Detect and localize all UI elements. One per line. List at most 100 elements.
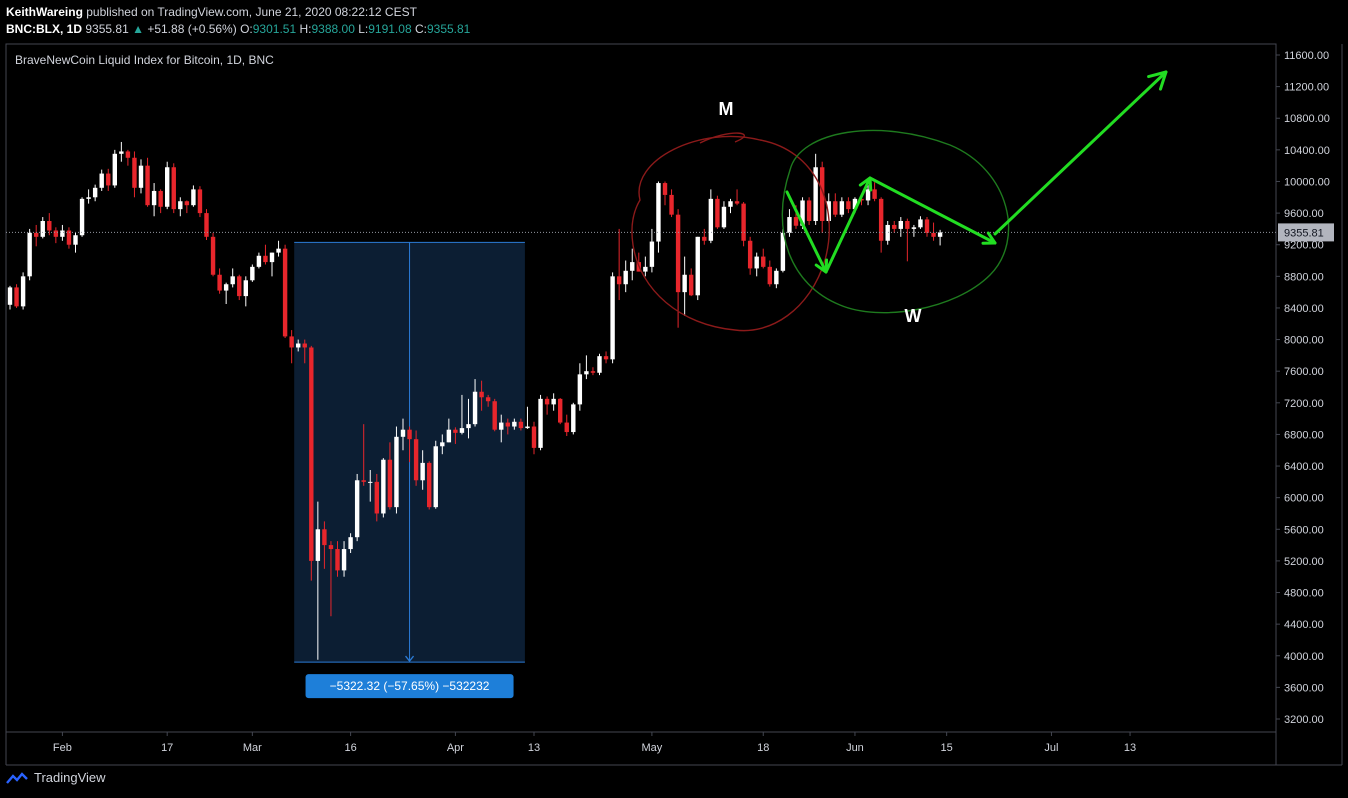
- author-name[interactable]: KeithWareing: [6, 5, 83, 19]
- candle-body-up: [466, 424, 471, 429]
- x-tick-label: 13: [528, 742, 540, 754]
- candle-body-up: [446, 429, 452, 443]
- candle-body-down: [872, 189, 877, 199]
- candle-body-down: [747, 240, 753, 269]
- m-pattern-circle: [631, 135, 830, 332]
- x-tick-label: 16: [344, 742, 356, 754]
- candle-body-down: [125, 151, 131, 158]
- measure-label: −5322.32 (−57.65%) −532232: [330, 679, 490, 693]
- candle-body-up: [178, 201, 183, 210]
- candle-body-up: [459, 428, 465, 433]
- candle-body-down: [734, 201, 740, 204]
- candle-body-down: [184, 201, 190, 206]
- last-price-box: [1278, 223, 1334, 242]
- candle-body-down: [662, 183, 668, 195]
- candle-body-down: [603, 356, 609, 360]
- candle-body-up: [60, 230, 65, 237]
- x-tick-label: Jul: [1044, 742, 1058, 754]
- candle-body-up: [708, 198, 714, 241]
- m-label: M: [719, 99, 734, 119]
- candle-body-down: [505, 422, 510, 427]
- candle-body-up: [20, 276, 26, 307]
- x-tick-label: Mar: [243, 742, 262, 754]
- candle-body-down: [820, 167, 825, 221]
- breakout-arrow-head: [1147, 70, 1168, 91]
- published-text: published on TradingView.com, June 21, 2…: [86, 5, 417, 19]
- candle-body-up: [348, 537, 353, 550]
- tradingview-logo-icon: [6, 771, 28, 784]
- candle-body-down: [34, 232, 39, 237]
- candle-body-up: [898, 221, 903, 229]
- y-tick-label: 5600.00: [1284, 524, 1324, 536]
- candle-body-up: [885, 224, 890, 241]
- y-tick-label: 10800.00: [1284, 113, 1330, 125]
- candle-body-up: [813, 167, 818, 221]
- high-label: H:: [299, 22, 312, 36]
- candle-body-down: [309, 347, 314, 561]
- w-leg3-arrow: [868, 176, 997, 245]
- candle-body-up: [420, 462, 425, 481]
- candle-body-down: [53, 230, 59, 237]
- candle-body-up: [73, 235, 78, 245]
- candle-body-down: [767, 266, 772, 285]
- footer-brand[interactable]: TradingView: [34, 770, 106, 785]
- candle-body-up: [728, 201, 733, 207]
- candle-body-up: [630, 262, 635, 271]
- candle-body-up: [269, 252, 275, 263]
- close-label: C:: [414, 22, 427, 36]
- breakout-arrow: [993, 70, 1168, 236]
- high-value: 9388.00: [311, 22, 355, 36]
- candle-body-up: [623, 270, 628, 285]
- candle-body-up: [433, 446, 438, 508]
- candle-body-up: [512, 421, 517, 427]
- candle-body-up: [577, 374, 583, 405]
- low-label: L:: [358, 22, 369, 36]
- candle-body-up: [774, 270, 779, 285]
- candle-body-up: [40, 221, 45, 237]
- candle-body-up: [682, 274, 687, 293]
- candle-body-up: [918, 219, 923, 228]
- candle-body-down: [289, 336, 294, 348]
- candle-body-up: [584, 371, 589, 375]
- y-tick-label: 8400.00: [1284, 303, 1324, 315]
- candle-body-up: [315, 529, 321, 561]
- publish-line: KeithWareing published on TradingView.co…: [6, 5, 417, 19]
- candle-body-up: [151, 190, 157, 206]
- open-label: O:: [240, 22, 253, 36]
- candle-body-down: [702, 236, 707, 241]
- candle-body-down: [145, 165, 150, 206]
- w-leg2-arrow: [824, 176, 872, 274]
- candle-body-down: [322, 529, 327, 546]
- candle-body-up: [165, 167, 170, 207]
- candle-body-up: [787, 217, 792, 233]
- candle-body-up: [250, 266, 255, 281]
- candle-body-down: [237, 276, 242, 297]
- candle-body-up: [112, 153, 117, 186]
- candle-body-down: [453, 429, 458, 433]
- footer: TradingView: [6, 770, 106, 785]
- candle-body-down: [132, 157, 137, 188]
- candle-body-down: [931, 232, 936, 237]
- candle-body-up: [754, 256, 759, 269]
- w-label: W: [905, 306, 922, 326]
- candle-body-down: [846, 201, 851, 210]
- change-value: +51.88 (+0.56%): [147, 22, 237, 36]
- x-tick-label: May: [642, 742, 663, 754]
- candle-body-up: [839, 201, 845, 215]
- candle-body-down: [492, 401, 497, 430]
- y-tick-label: 11600.00: [1284, 50, 1329, 62]
- last-price: 9355.81: [85, 22, 129, 36]
- candle-body-up: [911, 227, 917, 229]
- x-tick-label: 18: [757, 742, 769, 754]
- candle-body-up: [649, 241, 655, 267]
- candle-body-up: [440, 442, 445, 447]
- candle-body-up: [571, 404, 576, 433]
- candle-body-down: [361, 480, 366, 482]
- candle-body-down: [590, 371, 596, 373]
- chart-title: BraveNewCoin Liquid Index for Bitcoin, 1…: [15, 53, 274, 67]
- y-tick-label: 4800.00: [1284, 588, 1324, 600]
- candle-body-down: [741, 203, 746, 241]
- open-value: 9301.51: [252, 22, 297, 36]
- candle-body-up: [800, 200, 805, 226]
